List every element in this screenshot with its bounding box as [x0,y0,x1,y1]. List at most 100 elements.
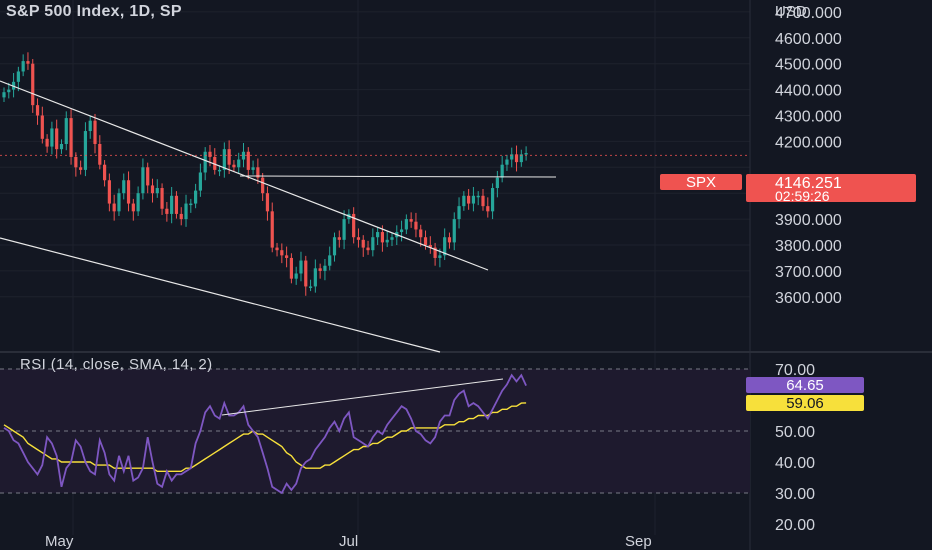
candle [194,190,198,204]
time-axis-tick: May [45,533,74,550]
candle [356,237,361,240]
candle [93,120,97,144]
candle [117,193,121,212]
candle [433,247,437,258]
candle [184,203,188,220]
price-axis-tick: 4400.000 [775,83,842,100]
price-axis-tick: 4600.000 [775,31,842,48]
candle [313,268,317,287]
price-axis-tick: 4700.000 [775,5,842,22]
candle [170,195,174,214]
candle [69,118,73,157]
candle [500,164,504,178]
candle [2,92,6,98]
candle [261,177,265,194]
candle [102,164,107,181]
candle [490,188,495,212]
candle [126,180,131,204]
rsi-trendline [221,378,504,416]
price-axis-tick: 3800.000 [775,238,842,255]
price-axis-tick: 3700.000 [775,264,842,281]
candle [227,149,231,165]
rsi-ma-badge [746,395,864,411]
rsi-value-label: 64.65 [786,377,824,394]
candle [50,128,54,147]
candle [208,151,212,157]
candle [265,193,270,212]
resistance-line [239,175,557,178]
price-axis-tick: 3900.000 [775,212,842,229]
candle [35,105,40,116]
candle [74,156,78,168]
time-axis-tick: Jul [339,533,358,550]
candle [419,229,423,238]
candle [64,118,68,144]
candle [270,211,274,248]
candle [385,239,389,243]
price-badge-value: 4146.251 [775,175,842,192]
candle [141,167,145,194]
candle [280,250,284,256]
candle [328,255,332,266]
candle [112,203,116,212]
time-axis-tick: Sep [625,533,652,550]
rsi-ma-label: 59.06 [786,395,824,412]
candle [136,193,140,212]
candle [323,265,327,271]
candle [376,232,380,238]
candle [26,61,30,64]
candle [352,213,356,238]
rsi-axis-tick: 30.00 [775,486,815,503]
candle [342,219,346,240]
candle [294,273,298,279]
candle [55,128,59,150]
candle [174,195,179,214]
candle [241,151,246,160]
candle [107,180,111,204]
candle [371,237,375,251]
candle [40,115,44,139]
rsi-value-badge [746,377,864,393]
candle [308,286,313,288]
candle [222,149,226,170]
candle [179,213,183,220]
candle [213,156,217,170]
candle [495,177,499,189]
candle [505,159,509,165]
candle [404,219,408,230]
candle [337,237,341,240]
price-axis-tick: 4500.000 [775,57,842,74]
candle [16,71,20,82]
candle [409,219,413,222]
candle [79,167,83,170]
candle [524,153,528,155]
symbol-badge-label: SPX [686,174,716,191]
rsi-axis-tick: 40.00 [775,455,815,472]
candle [198,172,202,191]
candle [510,154,514,160]
candle [285,255,289,258]
candle [232,164,236,168]
candle [237,159,241,168]
candle [361,239,365,248]
price-axis-tick: 4300.000 [775,109,842,126]
candle [471,195,476,204]
candle [452,219,456,243]
candle [390,237,394,240]
candle [31,63,35,106]
candle [251,167,255,170]
candle [246,151,250,170]
candle [45,138,49,147]
rsi-title: RSI (14, close, SMA, 14, 2) [20,356,213,373]
candle [304,260,308,287]
candle [486,206,490,212]
currency-label: USD [775,3,807,20]
candle [203,151,207,173]
candle [275,247,279,251]
candle [165,208,169,214]
candle [519,154,523,163]
candle [318,268,322,271]
candle [83,131,88,170]
candle [447,237,452,243]
